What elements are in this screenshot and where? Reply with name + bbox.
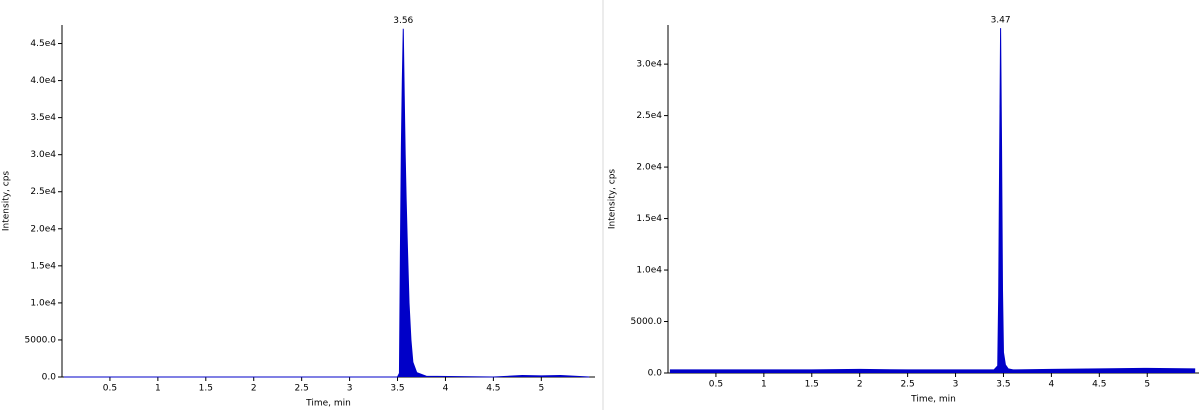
x-tick-label: 3 xyxy=(347,384,353,394)
y-tick-label: 3.5e4 xyxy=(30,113,56,123)
peak-label: 3.47 xyxy=(991,16,1011,26)
y-tick-label: 1.0e4 xyxy=(30,298,56,308)
x-tick-label: 2 xyxy=(857,380,863,390)
x-tick-label: 3.5 xyxy=(996,380,1010,390)
x-tick-label: 2 xyxy=(251,384,257,394)
x-tick-label: 1.5 xyxy=(805,380,819,390)
x-tick-label: 0.5 xyxy=(103,384,117,394)
y-tick-label: 3.0e4 xyxy=(30,150,56,160)
x-tick-label: 1 xyxy=(155,384,161,394)
x-tick-label: 0.5 xyxy=(709,380,723,390)
peak-fill xyxy=(63,28,590,378)
x-tick-label: 1.5 xyxy=(199,384,213,394)
y-tick-label: 2.5e4 xyxy=(636,111,662,121)
x-tick-label: 2.5 xyxy=(294,384,308,394)
x-tick-label: 5 xyxy=(1144,380,1150,390)
y-tick-label: 1.0e4 xyxy=(636,266,662,276)
y-tick-label: 3.0e4 xyxy=(636,60,662,70)
y-axis-label: Intensity, cps xyxy=(608,169,618,230)
x-axis-label: Time, min xyxy=(305,399,351,409)
x-tick-label: 3 xyxy=(953,380,959,390)
y-tick-label: 1.5e4 xyxy=(30,261,56,271)
peak-fill xyxy=(669,28,1196,374)
x-tick-label: 4 xyxy=(1049,380,1055,390)
x-tick-label: 4.5 xyxy=(1092,380,1106,390)
trace xyxy=(63,28,590,378)
x-tick-label: 4 xyxy=(443,384,449,394)
trace xyxy=(669,28,1196,371)
y-tick-label: 1.5e4 xyxy=(636,214,662,224)
x-tick-label: 3.5 xyxy=(390,384,404,394)
x-tick-label: 5 xyxy=(538,384,544,394)
peak-label: 3.56 xyxy=(393,16,413,26)
y-tick-label: 5000.0 xyxy=(631,317,663,327)
y-tick-label: 2.0e4 xyxy=(30,224,56,234)
y-tick-label: 5000.0 xyxy=(25,335,57,345)
x-tick-label: 1 xyxy=(761,380,767,390)
y-axis-label: Intensity, cps xyxy=(2,171,12,232)
y-tick-label: 0.0 xyxy=(42,373,57,383)
x-tick-label: 4.5 xyxy=(486,384,500,394)
y-tick-label: 4.5e4 xyxy=(30,39,56,49)
y-tick-label: 2.0e4 xyxy=(636,163,662,173)
y-tick-label: 4.0e4 xyxy=(30,76,56,86)
x-tick-label: 2.5 xyxy=(900,380,914,390)
x-axis-label: Time, min xyxy=(910,395,956,405)
y-tick-label: 2.5e4 xyxy=(30,187,56,197)
y-tick-label: 0.0 xyxy=(648,369,663,379)
